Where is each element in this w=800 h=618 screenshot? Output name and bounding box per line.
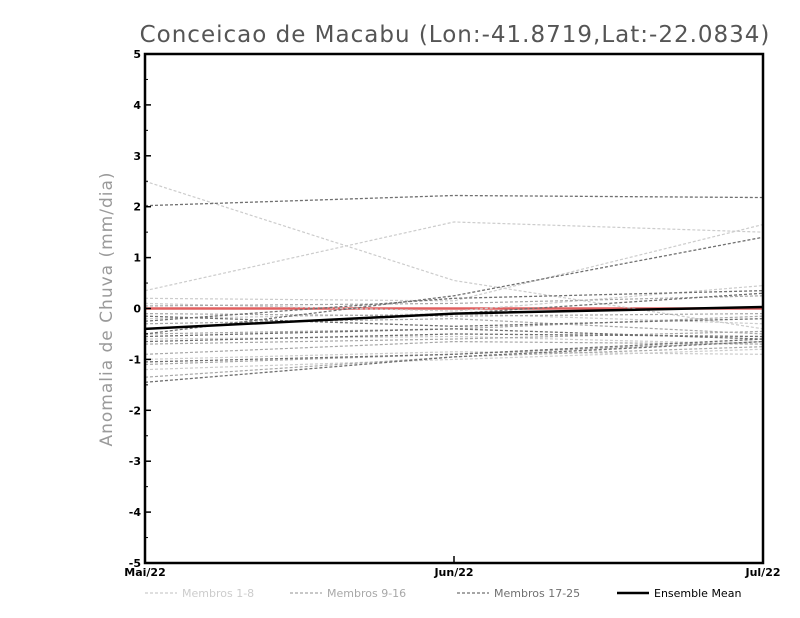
y-tick-label: -3	[129, 455, 141, 468]
y-tick-label: -4	[129, 506, 142, 519]
member-line-25	[144, 340, 764, 383]
member-line-20	[144, 292, 764, 330]
y-tick-label: -1	[129, 353, 141, 366]
member-line-10	[144, 312, 764, 317]
legend-item-1: Membros 1-8	[145, 587, 254, 600]
y-tick-label: 4	[133, 99, 141, 112]
x-tick-label: Jun/22	[433, 566, 473, 579]
y-tick-label: -2	[129, 404, 141, 417]
legend: Membros 1-8 Membros 9-16 Membros 17-25 Ense…	[145, 587, 741, 600]
x-tick-label: Jul/22	[744, 566, 780, 579]
member-line-8	[144, 348, 764, 371]
member-line-19	[144, 290, 764, 322]
member-line-15	[144, 340, 764, 366]
member-line-4	[144, 284, 764, 312]
series-lines	[144, 180, 764, 383]
y-tick-label: 1	[133, 252, 141, 265]
member-line-24	[144, 338, 764, 363]
legend-item-2: Membros 9-16	[290, 587, 406, 600]
member-line-18	[144, 236, 764, 335]
legend-item-4: Ensemble Mean	[617, 587, 741, 600]
ensemble-mean-line	[144, 305, 764, 331]
member-line-16	[144, 346, 764, 378]
legend-label: Membros 17-25	[494, 587, 580, 600]
y-tick-label: 2	[133, 201, 141, 214]
chart-title: Conceicao de Macabu (Lon:-41.8719,Lat:-2…	[140, 22, 771, 48]
member-line-23	[144, 333, 764, 343]
member-line-13	[144, 330, 764, 345]
member-line-21	[144, 315, 764, 327]
y-tick-label: 5	[133, 48, 141, 61]
member-line-12	[144, 315, 764, 335]
legend-item-3: Membros 17-25	[457, 587, 580, 600]
x-tick-label: Mai/22	[124, 566, 165, 579]
y-axis-label: Anomalia de Chuva (mm/dia)	[97, 171, 117, 446]
legend-label: Membros 9-16	[327, 587, 406, 600]
legend-label: Ensemble Mean	[654, 587, 741, 600]
y-tick-label: -5	[129, 557, 141, 570]
member-line-9	[144, 295, 764, 307]
y-tick-label: 0	[133, 303, 141, 316]
y-tick-label: 3	[133, 150, 141, 163]
member-line-17	[144, 194, 764, 207]
member-line-11	[144, 318, 764, 335]
member-line-6	[144, 335, 764, 345]
member-line-7	[144, 351, 764, 360]
member-line-14	[144, 340, 764, 355]
member-line-2	[144, 221, 764, 292]
member-line-3	[144, 223, 764, 302]
legend-label: Membros 1-8	[182, 587, 254, 600]
